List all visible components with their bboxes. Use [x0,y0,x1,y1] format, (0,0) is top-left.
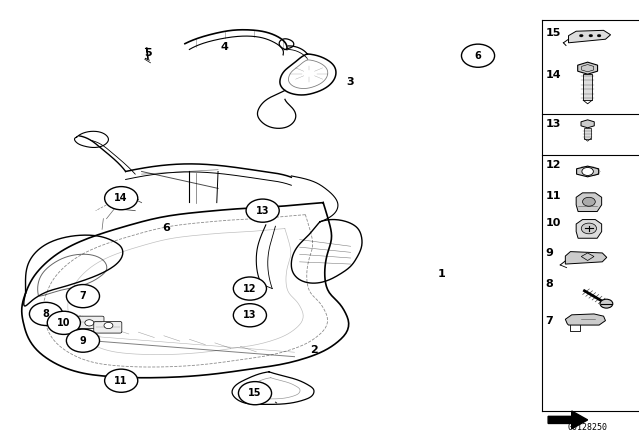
Circle shape [589,34,593,37]
Circle shape [582,197,595,206]
Circle shape [597,34,601,37]
Text: 7: 7 [79,291,86,301]
Polygon shape [578,62,598,74]
Text: 00128250: 00128250 [568,423,607,432]
Polygon shape [584,128,591,138]
Polygon shape [576,220,602,238]
Text: 3: 3 [347,78,355,87]
Text: 14: 14 [115,193,128,203]
Text: 10: 10 [57,318,70,328]
Text: 11: 11 [115,376,128,386]
Text: 10: 10 [545,218,561,228]
Text: 15: 15 [545,28,561,38]
Text: 2: 2 [310,345,317,354]
Text: 13: 13 [545,119,561,129]
Polygon shape [576,193,602,211]
Circle shape [104,369,138,392]
FancyBboxPatch shape [94,322,122,333]
Circle shape [234,304,266,327]
Circle shape [29,302,63,326]
Polygon shape [581,120,595,128]
Text: 8: 8 [545,279,554,289]
Circle shape [582,168,593,176]
Circle shape [239,382,271,405]
Text: 14: 14 [545,70,561,80]
Circle shape [234,277,266,300]
Text: 1: 1 [437,269,445,279]
Circle shape [63,318,74,325]
Polygon shape [583,74,592,100]
Polygon shape [565,252,607,264]
Text: 11: 11 [545,191,561,201]
Circle shape [461,44,495,67]
Polygon shape [565,314,605,325]
Circle shape [47,311,81,334]
Text: 12: 12 [243,284,257,293]
Circle shape [246,199,279,222]
Text: 5: 5 [144,47,152,58]
Text: 9: 9 [79,336,86,346]
Circle shape [67,329,100,352]
Text: 6: 6 [475,51,481,61]
Text: 12: 12 [545,160,561,170]
Text: 6: 6 [162,224,170,233]
Text: 9: 9 [545,248,554,258]
Circle shape [600,299,612,308]
Polygon shape [548,411,588,429]
Polygon shape [577,166,598,177]
Text: 7: 7 [545,315,554,326]
Circle shape [579,34,583,37]
Circle shape [104,187,138,210]
Circle shape [85,320,94,326]
Text: 8: 8 [42,309,49,319]
Text: 4: 4 [220,42,228,52]
Circle shape [67,284,100,308]
Text: 13: 13 [256,206,269,215]
Text: 13: 13 [243,310,257,320]
Circle shape [581,223,596,234]
FancyBboxPatch shape [75,316,104,329]
Circle shape [104,323,113,329]
Text: 15: 15 [248,388,262,398]
Polygon shape [568,30,611,43]
